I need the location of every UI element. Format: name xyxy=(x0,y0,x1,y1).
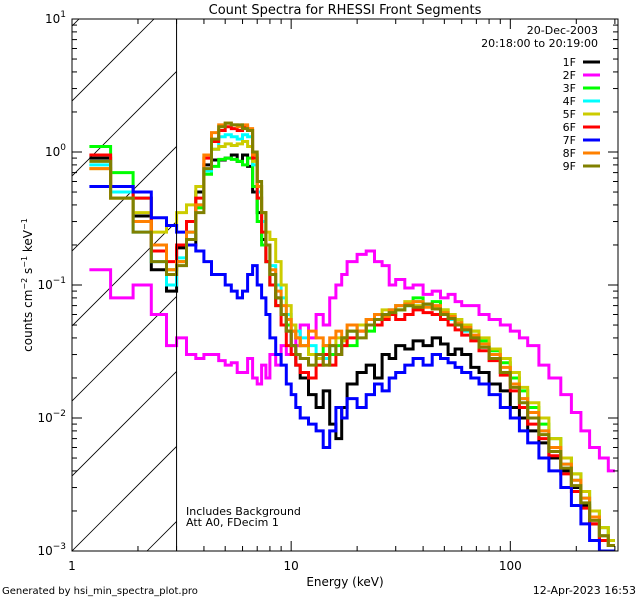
hatch-line xyxy=(447,0,640,551)
x-axis-label: Energy (keV) xyxy=(306,575,383,589)
x-tick-label: 10 xyxy=(284,559,299,573)
series-line-2F xyxy=(89,249,615,473)
chart-title: Count Spectra for RHESSI Front Segments xyxy=(209,3,482,18)
series-line-5F xyxy=(89,140,615,542)
y-tick-label: 10−1 xyxy=(37,276,66,292)
y-tick-label: 10−2 xyxy=(37,409,66,425)
legend-label: 7F xyxy=(563,134,576,147)
axis-ticks xyxy=(71,19,618,552)
legend-label: 2F xyxy=(563,69,576,82)
legend-label: 1F xyxy=(563,56,576,69)
legend-date: 20-Dec-2003 xyxy=(527,24,598,37)
x-tick-label: 100 xyxy=(499,559,522,573)
series-line-3F xyxy=(89,145,615,542)
x-tick-label: 1 xyxy=(68,559,76,573)
hatch-line xyxy=(372,0,640,551)
hatched-region xyxy=(72,0,640,551)
legend-time-range: 20:18:00 to 20:19:00 xyxy=(481,37,598,50)
footer-generated-by: Generated by hsi_min_spectra_plot.pro xyxy=(2,586,198,597)
legend-label: 9F xyxy=(563,160,576,173)
y-tick-label: 100 xyxy=(45,143,66,159)
footer-timestamp: 12-Apr-2023 16:53 xyxy=(533,584,636,597)
hatch-line xyxy=(222,0,640,551)
y-tick-label: 101 xyxy=(45,10,66,26)
series-line-9F xyxy=(89,121,615,547)
legend-label: 3F xyxy=(563,82,576,95)
annotation-attenuator: Att A0, FDecim 1 xyxy=(186,516,279,529)
annotation-background: Includes Background xyxy=(186,505,301,518)
legend: 20-Dec-2003 20:18:00 to 20:19:00 1F2F3F4… xyxy=(481,24,600,173)
y-axis-label: counts cm−2 s−1 keV−1 xyxy=(20,218,35,352)
hatch-line xyxy=(72,370,177,477)
x-tick-labels: 1 10 100 xyxy=(68,559,522,573)
series-line-8F xyxy=(89,121,615,547)
legend-label: 6F xyxy=(563,121,576,134)
hatch-line xyxy=(72,70,177,177)
plot-frame xyxy=(71,18,619,552)
series-line-1F xyxy=(89,153,615,542)
hatch-line xyxy=(72,445,177,551)
series-line-7F xyxy=(89,185,615,551)
hatch-line xyxy=(72,220,177,327)
legend-label: 5F xyxy=(563,108,576,121)
legend-label: 8F xyxy=(563,147,576,160)
y-tick-labels: 101 100 10−1 10−2 10−3 xyxy=(37,10,66,558)
series-line-6F xyxy=(89,125,615,547)
hatch-line xyxy=(522,0,640,551)
series-line-4F xyxy=(89,133,615,547)
series-group xyxy=(89,121,615,551)
legend-label: 4F xyxy=(563,95,576,108)
hatch-line xyxy=(72,19,155,102)
y-tick-label: 10−3 xyxy=(37,542,66,558)
